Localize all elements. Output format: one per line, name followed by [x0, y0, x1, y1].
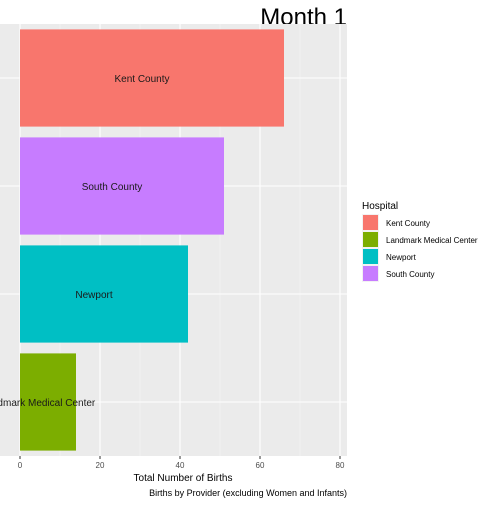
bar — [20, 29, 284, 127]
chart-caption: Births by Provider (excluding Women and … — [149, 488, 347, 498]
legend-swatch — [363, 215, 378, 230]
bar — [20, 245, 188, 343]
legend-label: Newport — [386, 253, 417, 262]
legend-swatch — [363, 266, 378, 281]
legend-label: South County — [386, 270, 434, 279]
bar-label: Newport — [75, 290, 112, 301]
bars: Kent County South County Newport Landmark M… — [0, 29, 284, 451]
legend-swatch — [363, 249, 378, 264]
legend-title: Hospital — [362, 201, 398, 212]
legend-items: Kent County Landmark Medical Center Newpor… — [362, 214, 478, 282]
bar-label: Landmark Medical Center — [0, 398, 96, 409]
bar-label: Kent County — [114, 74, 169, 85]
legend: Hospital Kent County Landmark Medical Cen… — [362, 201, 478, 282]
plot-panel: Kent County South County Newport Landmark M… — [0, 24, 347, 456]
x-tick-label: 0 — [18, 461, 23, 470]
x-tick-label: 20 — [96, 461, 105, 470]
legend-label: Kent County — [386, 219, 430, 228]
x-axis: 0 20 40 60 80 — [18, 456, 345, 470]
x-tick-label: 40 — [176, 461, 185, 470]
x-tick-label: 60 — [256, 461, 265, 470]
x-tick-label: 80 — [336, 461, 345, 470]
bar-label: South County — [82, 182, 143, 193]
legend-swatch — [363, 232, 378, 247]
x-axis-label: Total Number of Births — [134, 473, 233, 484]
bar — [20, 353, 76, 451]
bar — [20, 137, 224, 235]
legend-label: Landmark Medical Center — [386, 236, 478, 245]
